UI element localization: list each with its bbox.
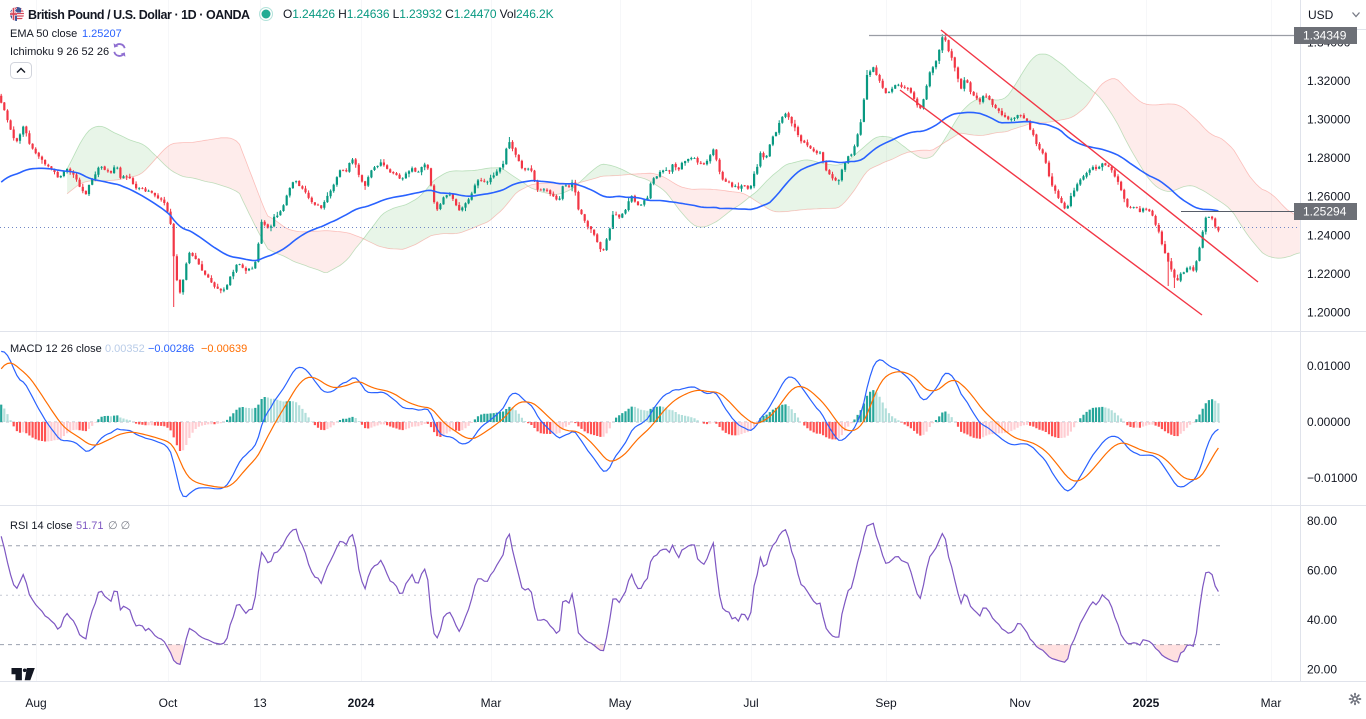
svg-text:USD: USD (1308, 8, 1334, 22)
svg-text:−0.00639: −0.00639 (201, 343, 247, 355)
svg-text:1.25207: 1.25207 (82, 28, 122, 40)
svg-text:Aug: Aug (25, 696, 46, 710)
svg-text:1.28000: 1.28000 (1307, 151, 1351, 165)
svg-text:British Pound / U.S. Dollar ·: British Pound / U.S. Dollar · 1D · OANDA (28, 8, 250, 22)
svg-text:May: May (609, 696, 632, 710)
svg-text:1.22000: 1.22000 (1307, 267, 1351, 281)
svg-text:Jul: Jul (743, 696, 758, 710)
svg-text:1.24000: 1.24000 (1307, 228, 1351, 242)
svg-text:51.71: 51.71 (76, 520, 104, 532)
svg-text:0.00352: 0.00352 (105, 343, 145, 355)
svg-text:O1.24426 H1.24636 L1.23932 C1.: O1.24426 H1.24636 L1.23932 C1.24470 Vol2… (283, 7, 554, 21)
svg-text:1.25294: 1.25294 (1303, 205, 1347, 219)
svg-text:1.26000: 1.26000 (1307, 190, 1351, 204)
svg-text:1.34349: 1.34349 (1303, 29, 1347, 43)
svg-text:MACD 12 26 close: MACD 12 26 close (10, 343, 102, 355)
svg-text:Nov: Nov (1009, 696, 1030, 710)
svg-text:Oct: Oct (159, 696, 178, 710)
svg-text:1.30000: 1.30000 (1307, 113, 1351, 127)
svg-text:80.00: 80.00 (1307, 514, 1337, 528)
svg-text:∅ ∅: ∅ ∅ (108, 520, 130, 532)
svg-text:RSI 14 close: RSI 14 close (10, 520, 72, 532)
svg-text:Mar: Mar (1261, 696, 1282, 710)
svg-text:13: 13 (253, 696, 267, 710)
svg-text:20.00: 20.00 (1307, 662, 1337, 676)
svg-text:Sep: Sep (875, 696, 897, 710)
svg-text:1.20000: 1.20000 (1307, 306, 1351, 320)
svg-text:0.00000: 0.00000 (1307, 415, 1351, 429)
svg-text:2025: 2025 (1133, 696, 1160, 710)
svg-text:Ichimoku 9 26 52 26: Ichimoku 9 26 52 26 (10, 46, 109, 58)
svg-text:0.01000: 0.01000 (1307, 359, 1351, 373)
svg-text:1.32000: 1.32000 (1307, 74, 1351, 88)
svg-text:EMA 50 close: EMA 50 close (10, 28, 77, 40)
svg-text:2024: 2024 (348, 696, 375, 710)
svg-text:40.00: 40.00 (1307, 613, 1337, 627)
svg-text:−0.01000: −0.01000 (1307, 471, 1358, 485)
svg-text:Mar: Mar (481, 696, 502, 710)
svg-text:60.00: 60.00 (1307, 564, 1337, 578)
svg-text:−0.00286: −0.00286 (148, 343, 194, 355)
